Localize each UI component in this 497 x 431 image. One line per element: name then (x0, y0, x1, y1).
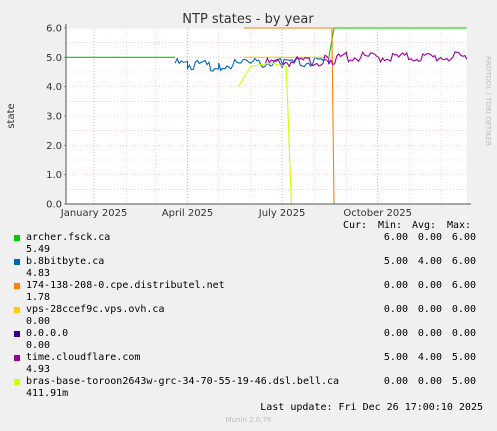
legend-min: 0.00 (417, 304, 442, 315)
y-tick-label: 4.0 (46, 82, 62, 93)
legend-min: 4.00 (417, 256, 442, 267)
legend-row: archer.fsck.ca 6.00 0.00 5.49 6.00 (0, 232, 497, 256)
y-tick-label: 5.0 (46, 53, 62, 64)
watermark: RRDTOOL / TOBI OETIKER (484, 56, 492, 146)
legend-swatch (14, 307, 20, 313)
x-tick-label: January 2025 (60, 208, 128, 219)
legend-swatch (14, 235, 20, 241)
axes: 0.0 1.0 2.0 3.0 4.0 5.0 6.0 January 2025 April 2… (46, 24, 471, 219)
legend-min: 0.00 (417, 232, 442, 243)
legend-label: archer.fsck.ca (26, 232, 111, 243)
legend-avg: 0.00 (26, 316, 51, 327)
legend-avg: 0.00 (26, 340, 51, 351)
legend-cur: 0.00 (383, 328, 408, 339)
legend-max: 6.00 (451, 256, 476, 267)
legend-swatch (14, 355, 20, 361)
legend-min: 4.00 (417, 352, 442, 363)
legend-max: 5.00 (451, 352, 476, 363)
munin-version: Munin 2.0.76 (225, 416, 272, 424)
legend-max: 0.00 (451, 304, 476, 315)
y-tick-label: 1.0 (46, 170, 62, 181)
x-tick-label: April 2025 (162, 208, 213, 219)
legend-row: 0.0.0.0 0.00 0.00 0.00 0.00 (0, 328, 497, 352)
chart-title: NTP states - by year (182, 12, 314, 27)
series-time-cloudflare-com (264, 50, 468, 68)
legend-swatch (14, 283, 20, 289)
legend-row: b.8bitbyte.ca 5.00 4.00 4.83 6.00 (0, 256, 497, 280)
legend-avg: 4.93 (26, 364, 51, 375)
x-tick-label: October 2025 (343, 208, 412, 219)
y-tick-label: 6.0 (46, 24, 62, 35)
x-tick-label: July 2025 (258, 208, 306, 219)
legend-label: time.cloudflare.com (26, 352, 141, 363)
header-max: Max: (447, 220, 472, 231)
legend-label: 174-138-208-0.cpe.distributel.net (26, 280, 225, 291)
legend-label: vps-28ccef9c.vps.ovh.ca (26, 304, 165, 315)
legend-avg: 5.49 (26, 244, 51, 255)
legend-min: 0.00 (417, 280, 442, 291)
legend-max: 6.00 (451, 280, 476, 291)
legend-max: 0.00 (451, 328, 476, 339)
y-tick-label: 0.0 (46, 200, 62, 211)
legend-row: time.cloudflare.com 5.00 4.00 4.93 5.00 (0, 352, 497, 376)
header-min: Min: (378, 220, 403, 231)
legend-min: 0.00 (417, 328, 442, 339)
series-archer-fsck-ca-part2 (328, 27, 467, 58)
legend-label: bras-base-toroon2643w-grc-34-70-55-19-46… (26, 376, 340, 387)
series-b-8bitbyte-ca (174, 56, 330, 72)
legend-rows: archer.fsck.ca 6.00 0.00 5.49 6.00 b.8bitbyte… (0, 232, 497, 400)
series-bras-base-toroon2643w-grc-34-70-55-19-46-dsl-bell-ca (238, 62, 292, 205)
y-axis-label: state (6, 103, 17, 128)
legend-max: 5.00 (451, 376, 476, 387)
legend-swatch (14, 379, 20, 385)
legend-avg: 411.91m (26, 388, 69, 399)
legend-row: vps-28ccef9c.vps.ovh.ca 0.00 0.00 0.00 0.00 (0, 304, 497, 328)
legend-swatch (14, 331, 20, 337)
y-tick-label: 2.0 (46, 141, 62, 152)
legend-swatch (14, 259, 20, 265)
legend-max: 6.00 (451, 232, 476, 243)
legend-avg: 1.78 (26, 292, 51, 303)
y-tick-label: 3.0 (46, 112, 62, 123)
legend-label: b.8bitbyte.ca (26, 256, 105, 267)
legend-cur: 0.00 (383, 376, 408, 387)
legend: Cur: Min: Avg: Max: archer.fsck.ca 6.00 0.… (0, 220, 497, 400)
legend-cur: 6.00 (383, 232, 408, 243)
legend-min: 0.00 (417, 376, 442, 387)
header-avg: Avg: (412, 220, 437, 231)
legend-row: 174-138-208-0.cpe.distributel.net 0.00 0.0… (0, 280, 497, 304)
header-cur: Cur: (343, 220, 368, 231)
legend-avg: 4.83 (26, 268, 51, 279)
legend-cur: 0.00 (383, 280, 408, 291)
series-174-138-208-0-cpe-distributel-net (243, 27, 335, 205)
legend-label: 0.0.0.0 (26, 328, 69, 339)
legend-cur: 5.00 (383, 352, 408, 363)
legend-row: bras-base-toroon2643w-grc-34-70-55-19-46… (0, 376, 497, 400)
legend-header: Cur: Min: Avg: Max: (0, 220, 497, 232)
legend-cur: 0.00 (383, 304, 408, 315)
legend-cur: 5.00 (383, 256, 408, 267)
last-update: Last update: Fri Dec 26 17:00:10 2025 (260, 402, 483, 413)
